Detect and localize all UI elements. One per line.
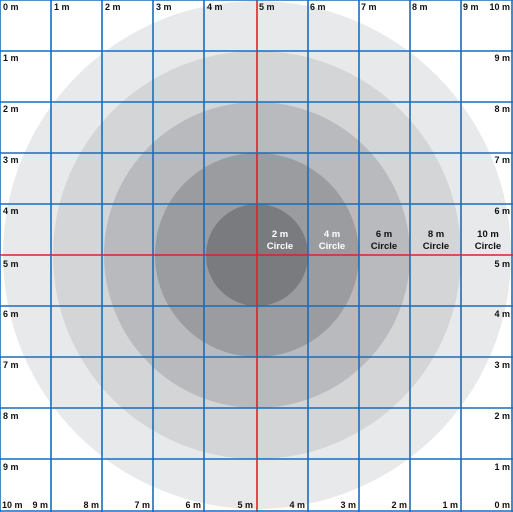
bottom-label: 5 m	[237, 500, 253, 510]
right-label: 1 m	[494, 462, 510, 472]
top-label: 2 m	[105, 2, 121, 12]
left-label: 6 m	[3, 309, 19, 319]
circle-size-text: 8 m	[428, 229, 444, 240]
left-label: 9 m	[3, 462, 19, 472]
top-label: 4 m	[207, 2, 223, 12]
circle-size-text: 4 m	[324, 229, 340, 240]
top-label: 3 m	[156, 2, 172, 12]
top-label: 6 m	[310, 2, 326, 12]
right-label: 5 m	[494, 259, 510, 269]
circle-size-text: 6 m	[376, 229, 392, 240]
bottom-label: 3 m	[340, 500, 356, 510]
left-label: 2 m	[3, 104, 19, 114]
top-label: 5 m	[259, 2, 275, 12]
top-label: 0 m	[3, 2, 19, 12]
bottom-label: 8 m	[83, 500, 99, 510]
left-label: 1 m	[3, 53, 19, 63]
bottom-label: 4 m	[289, 500, 305, 510]
top-label: 8 m	[412, 2, 428, 12]
bottom-label: 0 m	[494, 500, 510, 510]
circle-size-text: 10 m	[477, 229, 499, 240]
top-label: 10 m	[489, 2, 510, 12]
top-label: 7 m	[361, 2, 377, 12]
circle-label-8m: 8 m Circle	[423, 229, 449, 252]
circle-size-text: 2 m	[272, 229, 288, 240]
circle-word-text: Circle	[475, 241, 501, 252]
top-label: 9 m	[463, 2, 479, 12]
circle-word-text: Circle	[371, 241, 397, 252]
circle-label-10m: 10 m Circle	[475, 229, 501, 252]
bottom-label: 6 m	[185, 500, 201, 510]
left-label: 4 m	[3, 206, 19, 216]
left-label: 5 m	[3, 259, 19, 269]
circle-word-text: Circle	[319, 241, 345, 252]
circle-word-text: Circle	[423, 241, 449, 252]
right-label: 9 m	[494, 53, 510, 63]
bottom-label: 7 m	[134, 500, 150, 510]
bottom-label: 2 m	[391, 500, 407, 510]
right-label: 4 m	[494, 309, 510, 319]
bottom-label: 1 m	[442, 500, 458, 510]
right-label: 2 m	[494, 411, 510, 421]
left-label: 8 m	[3, 411, 19, 421]
bottom-label: 10 m	[2, 500, 23, 510]
left-label: 7 m	[3, 360, 19, 370]
circle-label-2m: 2 m Circle	[267, 229, 293, 252]
left-label: 3 m	[3, 155, 19, 165]
circle-word-text: Circle	[267, 241, 293, 252]
right-label: 6 m	[494, 206, 510, 216]
right-label: 7 m	[494, 155, 510, 165]
circle-label-6m: 6 m Circle	[371, 229, 397, 252]
right-label: 8 m	[494, 104, 510, 114]
circle-labels: 2 m Circle 4 m Circle 6 m Circle 8 m Cir…	[267, 229, 501, 252]
top-label: 1 m	[54, 2, 70, 12]
circle-label-4m: 4 m Circle	[319, 229, 345, 252]
bottom-label: 9 m	[32, 500, 48, 510]
right-label: 3 m	[494, 360, 510, 370]
